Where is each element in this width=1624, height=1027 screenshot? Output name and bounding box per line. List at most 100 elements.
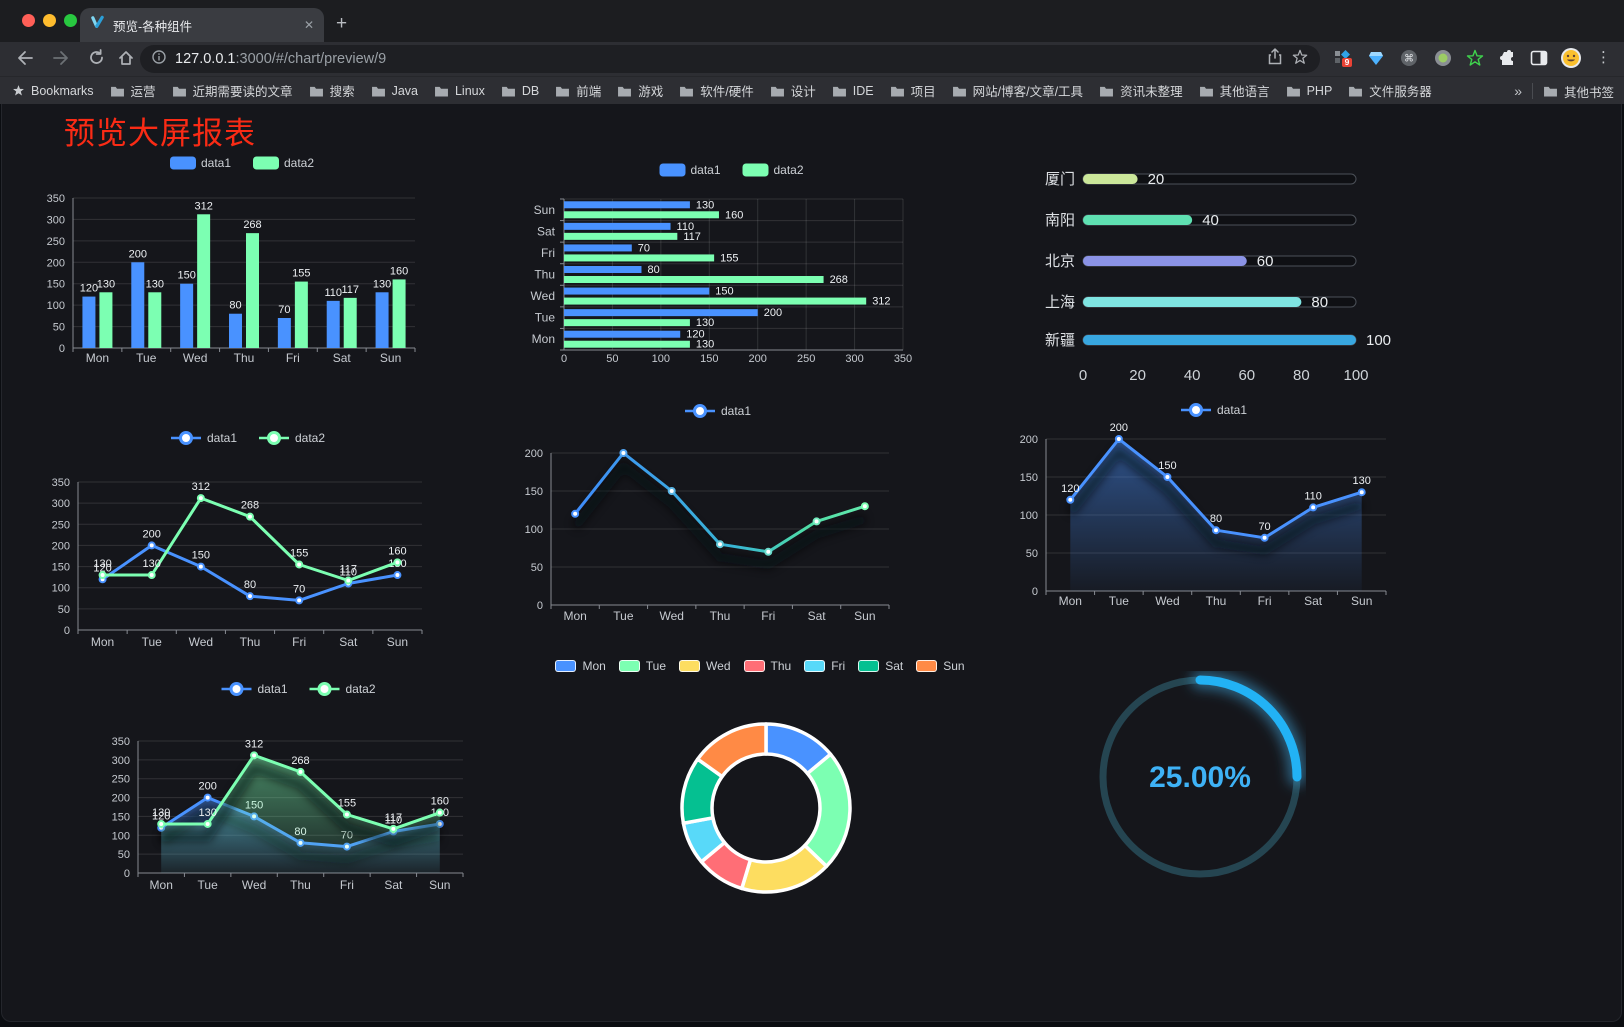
bookmark-folder-item[interactable]: IDE	[832, 84, 874, 98]
bookmark-folder-item[interactable]: 运营	[110, 81, 156, 100]
chart-canvas[interactable]: 25.00%	[1094, 671, 1306, 883]
svg-text:Thu: Thu	[290, 878, 311, 892]
sidebar-toggle-icon[interactable]	[1530, 49, 1548, 72]
donut-pie-chart[interactable]	[674, 716, 859, 906]
pie-legend-item[interactable]: Fri	[804, 659, 845, 673]
pie-legend[interactable]: Mon Tue Wed Thu Fri Sat Sun	[555, 652, 965, 680]
folder-icon	[890, 86, 904, 97]
bookmark-star-icon[interactable]	[1292, 49, 1308, 70]
area-line-chart[interactable]: data1 0 50 100 150 200 Mon Tue Wed Thu Fri Sat Sun 12…	[985, 386, 1415, 626]
svg-text:250: 250	[52, 519, 70, 531]
svg-text:70: 70	[278, 304, 290, 316]
home-icon[interactable]	[118, 50, 134, 71]
reload-icon[interactable]	[88, 49, 105, 71]
bookmark-folder-item[interactable]: 资讯未整理	[1099, 81, 1183, 100]
forward-icon[interactable]	[52, 50, 70, 71]
omnibox[interactable]: 127.0.0.1:3000/#/chart/preview/9	[140, 45, 1320, 73]
svg-text:50: 50	[1026, 548, 1038, 560]
bookmark-folder-item[interactable]: 项目	[890, 81, 936, 100]
svg-text:100: 100	[652, 353, 670, 365]
pie-legend-item[interactable]: Tue	[618, 659, 666, 673]
svg-text:Wed: Wed	[531, 289, 555, 303]
chart-canvas[interactable]	[674, 716, 859, 901]
bookmark-folder-item[interactable]: Linux	[434, 84, 485, 98]
svg-text:268: 268	[243, 219, 261, 231]
chart-canvas[interactable]: data1 data2 0 50 100 150 200 250 300 350 Mon Tue Wed…	[38, 146, 458, 378]
gauge-chart[interactable]: 25.00%	[1094, 671, 1306, 888]
traffic-light-maximize[interactable]	[64, 14, 77, 27]
capsule-progress-chart[interactable]: 厦门 20 南阳 40 北京 60 上海 80 新疆 100 0 20 40 60 80 100	[985, 146, 1415, 396]
dual-area-line-chart[interactable]: data1 data2 0 50 100 150 200 250 300 350 Mon Tue Wed…	[100, 670, 485, 910]
puzzle-extensions-icon[interactable]	[1498, 49, 1516, 72]
dual-line-chart[interactable]: data1 data2 0 50 100 150 200 250 300 350 Mon Tue Wed…	[40, 420, 435, 660]
bookmark-folder-item[interactable]: 软件/硬件	[679, 81, 754, 100]
svg-text:150: 150	[525, 486, 543, 498]
pie-legend-item[interactable]: Mon	[555, 659, 606, 673]
chart-canvas[interactable]: 厦门 20 南阳 40 北京 60 上海 80 新疆 100 0 20 40 60 80 100	[985, 146, 1415, 391]
bookmark-folder-item[interactable]: Java	[371, 84, 418, 98]
command-extension-icon[interactable]: ⌘	[1400, 49, 1418, 72]
browser-tab[interactable]: 预览-各种组件 ✕	[80, 8, 324, 42]
bookmark-folder-item[interactable]: DB	[501, 84, 539, 98]
svg-text:Mon: Mon	[563, 609, 586, 623]
svg-text:110: 110	[385, 815, 403, 827]
site-info-icon[interactable]	[152, 49, 166, 69]
svg-text:Fri: Fri	[340, 878, 354, 892]
extension-grid-icon[interactable]: 9	[1334, 49, 1352, 72]
recorder-extension-icon[interactable]	[1434, 49, 1452, 72]
bookmarks-overflow-chevron[interactable]: »	[1514, 83, 1522, 99]
pie-legend-item[interactable]: Wed	[679, 659, 731, 673]
tab-close-icon[interactable]: ✕	[303, 18, 314, 32]
svg-text:150: 150	[177, 270, 195, 282]
svg-text:Wed: Wed	[242, 878, 266, 892]
bookmark-folder-item[interactable]: 游戏	[617, 81, 663, 100]
bookmark-folder-item[interactable]: 前端	[555, 81, 601, 100]
bookmark-folder-item[interactable]: 搜索	[309, 81, 355, 100]
grouped-bar-chart[interactable]: data1 data2 0 50 100 150 200 250 300 350 Mon Tue Wed…	[38, 146, 458, 383]
horizontal-bar-chart[interactable]: data1 data2 0 50 100 150 200 250 300 350 Sun 130 160…	[500, 150, 930, 380]
bookmarks-manager-item[interactable]: Bookmarks	[12, 84, 94, 98]
chart-canvas[interactable]: data1 0 50 100 150 200 Mon Tue Wed Thu Fri Sat Sun 12…	[985, 386, 1415, 621]
chart-canvas[interactable]: data1 0 50 100 150 200 Mon Tue Wed Thu Fri Sat Sun	[500, 390, 910, 632]
svg-text:200: 200	[1110, 422, 1128, 434]
pie-legend-item[interactable]: Sat	[858, 659, 903, 673]
menu-kebab-icon[interactable]: ⋮	[1596, 49, 1611, 66]
svg-text:data1: data1	[201, 156, 231, 170]
chart-canvas[interactable]: data1 data2 0 50 100 150 200 250 300 350 Sun 130 160…	[500, 150, 930, 375]
traffic-light-minimize[interactable]	[43, 14, 56, 27]
svg-text:350: 350	[112, 736, 130, 748]
svg-text:data2: data2	[774, 163, 804, 177]
svg-text:130: 130	[93, 558, 111, 570]
svg-text:Tue: Tue	[198, 878, 219, 892]
bookmark-folder-item[interactable]: 文件服务器	[1348, 81, 1432, 100]
bookmark-folder-item[interactable]: PHP	[1286, 84, 1332, 98]
svg-text:100: 100	[1366, 332, 1391, 349]
bookmark-folder-item[interactable]: 网站/博客/文章/工具	[952, 81, 1083, 100]
bookmark-folder-item[interactable]: 近期需要读的文章	[172, 81, 293, 100]
share-icon[interactable]	[1267, 48, 1283, 70]
bookmark-folder-item[interactable]: 设计	[770, 81, 816, 100]
svg-text:300: 300	[112, 755, 130, 767]
svg-text:Mon: Mon	[150, 878, 173, 892]
svg-text:117: 117	[683, 231, 701, 243]
chart-canvas[interactable]: data1 data2 0 50 100 150 200 250 300 350 Mon Tue Wed…	[40, 420, 435, 655]
svg-text:300: 300	[47, 214, 65, 226]
pie-legend-item[interactable]: Sun	[916, 659, 965, 673]
svg-text:80: 80	[1311, 294, 1328, 311]
star-extension-icon[interactable]	[1466, 49, 1484, 72]
svg-text:200: 200	[112, 793, 130, 805]
new-tab-button[interactable]: +	[336, 13, 348, 34]
svg-text:70: 70	[1258, 521, 1270, 533]
chart-canvas[interactable]: data1 data2 0 50 100 150 200 250 300 350 Mon Tue Wed…	[100, 670, 485, 905]
other-bookmarks-item[interactable]: 其他书签	[1543, 82, 1614, 101]
profile-avatar[interactable]	[1560, 47, 1582, 74]
svg-text:350: 350	[894, 353, 912, 365]
gradient-line-chart[interactable]: data1 0 50 100 150 200 Mon Tue Wed Thu Fri Sat Sun	[500, 390, 910, 637]
svg-text:130: 130	[152, 807, 170, 819]
bookmark-folder-item[interactable]: 其他语言	[1199, 81, 1270, 100]
svg-text:20: 20	[1148, 171, 1165, 188]
traffic-light-close[interactable]	[22, 14, 35, 27]
pie-legend-item[interactable]: Thu	[743, 659, 791, 673]
back-icon[interactable]	[16, 50, 34, 71]
gem-extension-icon[interactable]	[1368, 50, 1384, 71]
